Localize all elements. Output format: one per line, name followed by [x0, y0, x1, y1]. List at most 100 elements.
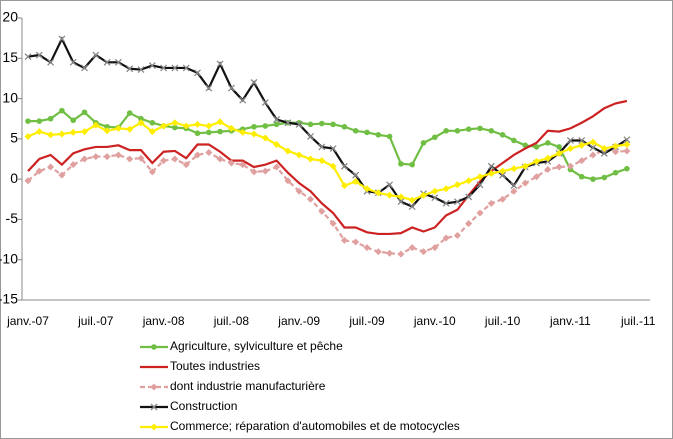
point: [205, 122, 213, 130]
point: [442, 185, 450, 193]
point: [273, 163, 281, 171]
point: [330, 121, 336, 128]
point: [69, 128, 77, 136]
point: [397, 250, 405, 258]
point: [126, 65, 134, 73]
point: [318, 143, 326, 151]
x-tick-label: janv.-10: [413, 314, 456, 328]
point: [453, 232, 461, 240]
point: [172, 124, 178, 131]
point: [318, 157, 326, 165]
point: [59, 107, 65, 114]
y-tick-label: 0: [10, 170, 18, 186]
x-tick-label: janv.-07: [6, 314, 49, 328]
point: [375, 132, 382, 138]
point: [521, 162, 529, 170]
point: [329, 162, 337, 170]
point: [273, 121, 280, 128]
point: [284, 177, 292, 185]
point: [35, 167, 43, 175]
point: [261, 134, 269, 142]
point: [284, 119, 292, 127]
point: [533, 144, 540, 150]
point: [239, 128, 247, 136]
point: [319, 120, 325, 127]
point: [340, 182, 348, 190]
point: [81, 64, 88, 72]
point: [510, 182, 518, 190]
point: [398, 161, 404, 167]
y-tick-label: 20: [2, 9, 18, 25]
point: [217, 128, 223, 135]
x-tick-label: janv.-09: [277, 314, 320, 328]
point: [81, 155, 88, 163]
point: [103, 153, 111, 161]
point: [521, 179, 529, 187]
point: [69, 58, 77, 66]
point: [386, 249, 394, 257]
point: [114, 124, 122, 132]
point: [442, 234, 450, 242]
y-tick-label: 15: [2, 49, 18, 65]
point: [36, 118, 43, 124]
point: [114, 151, 122, 159]
point: [194, 69, 201, 77]
point: [295, 151, 303, 159]
point: [239, 96, 247, 104]
point: [601, 174, 608, 181]
point: [58, 130, 66, 138]
point: [216, 60, 224, 68]
point: [47, 131, 55, 139]
point: [555, 163, 563, 171]
point: [612, 148, 620, 156]
point: [465, 177, 473, 185]
point: [307, 121, 314, 128]
point: [476, 181, 484, 189]
point: [612, 142, 620, 150]
point: [454, 128, 461, 134]
legend-label: Agriculture, sylviculture et pêche: [170, 339, 343, 353]
point: [386, 181, 394, 189]
point: [566, 162, 574, 170]
point: [408, 244, 416, 252]
point: [589, 144, 597, 152]
point: [623, 140, 631, 148]
point: [612, 169, 619, 176]
point: [149, 119, 156, 126]
point: [227, 159, 235, 167]
point: [273, 140, 281, 148]
point: [476, 209, 484, 217]
point: [352, 238, 360, 246]
point: [284, 147, 292, 155]
point: [589, 151, 597, 159]
point: [205, 84, 213, 92]
point: [352, 178, 360, 186]
point: [81, 109, 88, 116]
legend-marker: [150, 383, 158, 391]
point: [47, 163, 55, 171]
point: [250, 78, 258, 86]
point: [420, 191, 427, 199]
point: [250, 130, 258, 138]
point: [194, 151, 201, 159]
point: [239, 161, 247, 169]
point: [545, 140, 551, 146]
point: [24, 132, 32, 140]
point: [69, 161, 77, 169]
point: [58, 35, 66, 43]
point: [182, 64, 190, 72]
point: [171, 155, 179, 163]
point: [600, 149, 608, 157]
point: [92, 121, 100, 129]
point: [104, 123, 110, 130]
x-tick-label: juil.-08: [213, 314, 250, 328]
x-tick-label: juil.-07: [77, 314, 114, 328]
point: [194, 120, 201, 128]
point: [511, 137, 517, 144]
point: [25, 118, 31, 124]
point: [555, 149, 563, 157]
point: [487, 162, 495, 170]
point: [499, 167, 507, 175]
